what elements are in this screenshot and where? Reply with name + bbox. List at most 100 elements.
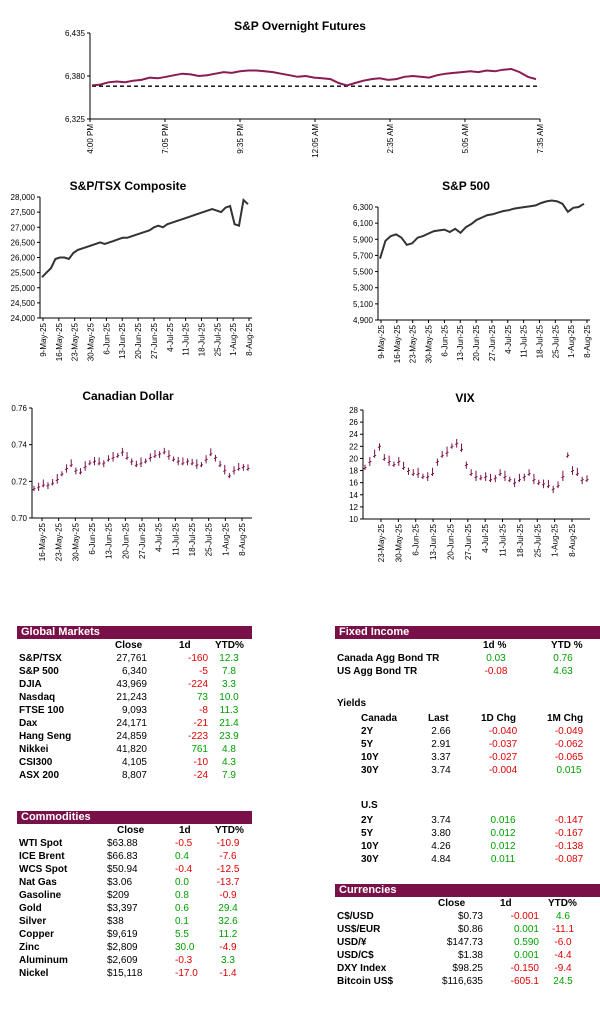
- cm-row: Nickel $15,118 -17.0 -1.4: [17, 967, 251, 980]
- x-tick-label: 25-Jul-25: [533, 523, 542, 557]
- yield-us-last: 3.80: [431, 828, 451, 839]
- col-1d-chg: 1D Chg: [481, 713, 516, 724]
- col-1d: 1d %: [483, 640, 507, 651]
- gm-d: -223: [187, 731, 208, 742]
- yields-us-label: U.S: [361, 800, 378, 811]
- cm-d: 0.8: [175, 890, 189, 901]
- x-tick-label: 18-Jul-25: [516, 523, 525, 557]
- yield-us-row: 10Y 4.26 0.012 -0.138: [335, 840, 599, 853]
- x-tick-label: 16-May-25: [55, 322, 64, 361]
- fixed-income-panel: Fixed Income 1d % YTD % Canada Agg Bond …: [335, 626, 600, 678]
- cm-row: WCS Spot $50.94 -0.4 -12.5: [17, 863, 251, 876]
- currencies-colheads: Close 1d YTD%: [335, 897, 599, 910]
- fixed-income-header: Fixed Income: [335, 626, 600, 639]
- y-tick-label: 18: [349, 467, 358, 476]
- x-tick-label: 27-Jun-25: [464, 523, 473, 560]
- gm-name: Hang Seng: [19, 731, 72, 742]
- cm-d: -17.0: [175, 968, 198, 979]
- y-tick-label: 0.74: [11, 441, 27, 450]
- x-tick-label: 11-Jul-25: [520, 324, 529, 357]
- x-tick-label: 18-Jul-25: [535, 324, 544, 358]
- yield-us-m: -0.087: [554, 854, 584, 865]
- y-tick-label: 25,000: [11, 284, 36, 293]
- gm-name: DJIA: [19, 679, 42, 690]
- gm-close: 41,820: [116, 744, 147, 755]
- cm-ytd: -1.4: [219, 968, 237, 979]
- yields-title: Yields: [337, 698, 367, 709]
- chart-title: S&P 500: [442, 179, 490, 193]
- series-line: [41, 198, 249, 278]
- yield-us-last: 4.26: [431, 841, 451, 852]
- gm-name: ASX 200: [19, 770, 60, 781]
- y-tick-label: 5,100: [353, 300, 374, 309]
- gm-close: 24,859: [116, 731, 147, 742]
- cm-name: Copper: [19, 929, 54, 940]
- x-tick-label: 25-Jul-25: [213, 322, 222, 356]
- yield-ca-term: 30Y: [361, 765, 379, 776]
- yield-us-m: -0.167: [554, 828, 584, 839]
- gm-name: S&P/TSX: [19, 653, 62, 664]
- cm-ytd: -4.9: [219, 942, 237, 953]
- cm-ytd: -13.7: [216, 877, 240, 888]
- col-close: Close: [115, 640, 143, 651]
- col-ytd: YTD%: [548, 898, 577, 909]
- y-tick-label: 27,000: [11, 223, 36, 232]
- y-tick-label: 0.72: [11, 477, 27, 486]
- yield-ca-row: 2Y 2.66 -0.040 -0.049: [335, 725, 599, 738]
- x-tick-label: 8-Aug-25: [245, 322, 254, 355]
- global-markets-header: Global Markets: [17, 626, 252, 639]
- gm-name: S&P 500: [19, 666, 59, 677]
- cm-name: Aluminum: [19, 955, 68, 966]
- gm-close: 9,093: [121, 705, 147, 716]
- y-tick-label: 22: [349, 442, 358, 451]
- fi-name: US Agg Bond TR: [337, 666, 418, 677]
- yields-us-label-row: U.S: [335, 799, 599, 812]
- col-1d: 1d: [179, 640, 191, 651]
- x-tick-label: 13-Jun-25: [105, 522, 114, 559]
- cm-ytd: -12.5: [216, 864, 240, 875]
- cu-row: Bitcoin US$ $116,635 -605.1 24.5: [335, 975, 599, 988]
- y-tick-label: 5,300: [353, 284, 374, 293]
- cu-close: $98.25: [452, 963, 483, 974]
- cu-ytd: 24.5: [553, 976, 573, 987]
- yield-ca-m: -0.049: [554, 726, 584, 737]
- gm-d: -8: [199, 705, 208, 716]
- fi-d: -0.08: [484, 666, 508, 677]
- cm-row: Gasoline $209 0.8 -0.9: [17, 889, 251, 902]
- cu-close: $0.73: [457, 911, 483, 922]
- cu-name: C$/USD: [337, 911, 374, 922]
- yield-us-term: 5Y: [361, 828, 374, 839]
- cm-d: 0.4: [175, 851, 189, 862]
- cu-close: $1.38: [457, 950, 483, 961]
- yield-us-m: -0.138: [554, 841, 584, 852]
- gm-row: CSI300 4,105 -10 4.3: [17, 756, 251, 769]
- gm-row: Dax 24,171 -21 21.4: [17, 717, 251, 730]
- x-tick-label: 13-Jun-25: [429, 523, 438, 560]
- gm-row: FTSE 100 9,093 -8 11.3: [17, 704, 251, 717]
- gm-d: -160: [187, 653, 208, 664]
- y-tick-label: 6,380: [65, 72, 86, 81]
- tsx-chart: S&P/TSX Composite 28,000 27,500 27,000 26,50…: [11, 179, 254, 361]
- yield-ca-m: 0.015: [556, 765, 582, 776]
- cm-close: $3.06: [107, 877, 133, 888]
- cu-ytd: -9.4: [554, 963, 572, 974]
- x-tick-label: 13-Jun-25: [118, 322, 127, 359]
- cu-row: USD/¥ $147.73 0.590 -6.0: [335, 936, 599, 949]
- yield-ca-term: 2Y: [361, 726, 374, 737]
- y-tick-label: 6,435: [65, 29, 86, 38]
- global-markets-colheads: Close 1d YTD%: [17, 639, 251, 652]
- cm-d: 30.0: [175, 942, 195, 953]
- series-line: [379, 199, 585, 259]
- cm-d: 0.6: [175, 903, 189, 914]
- x-tick-label: 1-Aug-25: [551, 523, 560, 556]
- fi-ytd: 0.76: [553, 653, 573, 664]
- x-tick-label: 20-Jun-25: [121, 522, 130, 559]
- cm-name: ICE Brent: [19, 851, 65, 862]
- yield-ca-last: 2.66: [431, 726, 451, 737]
- gm-ytd: 7.8: [222, 666, 236, 677]
- y-tick-label: 6,100: [353, 219, 374, 228]
- currencies-title: Currencies: [339, 884, 397, 896]
- yield-ca-last: 3.74: [431, 765, 451, 776]
- x-tick-label: 11-Jul-25: [499, 523, 508, 556]
